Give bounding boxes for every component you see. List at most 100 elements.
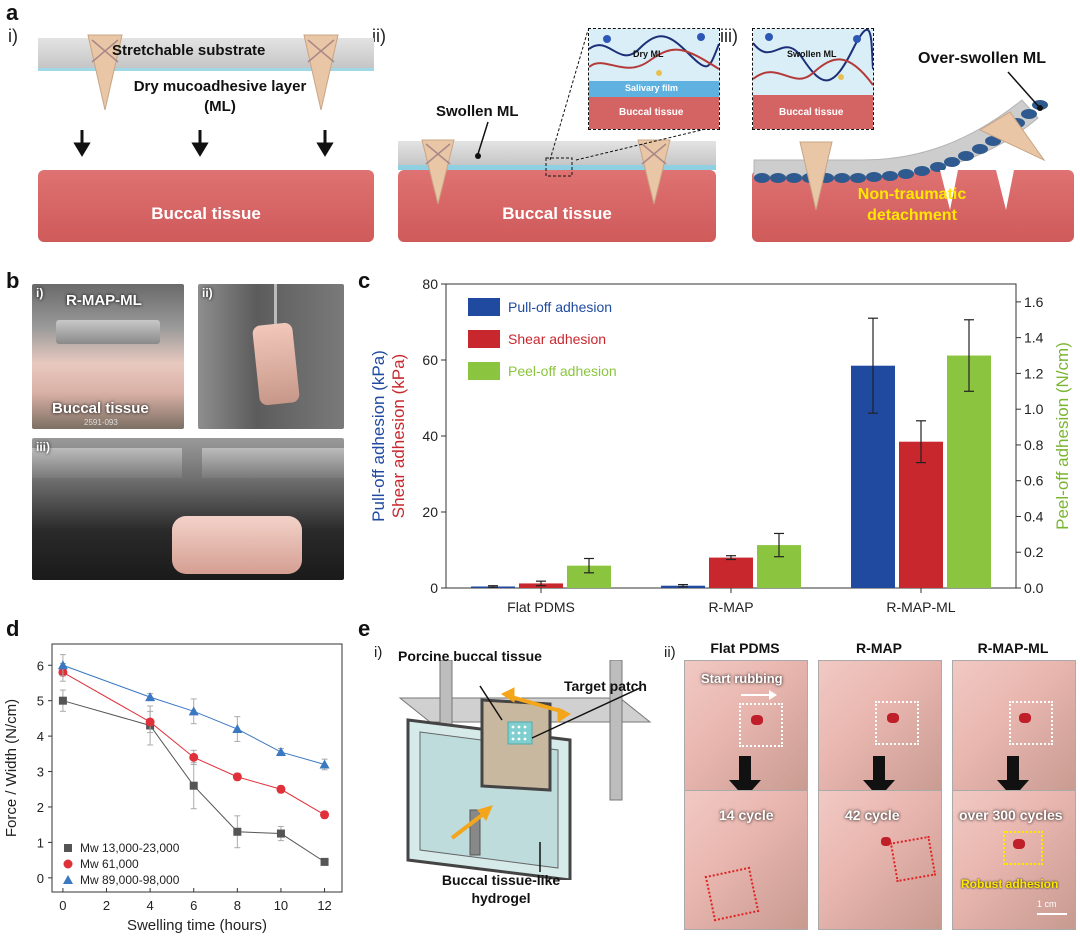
y-left-tick-label: 40 [422, 428, 438, 444]
y-right-tick-label: 0.8 [1024, 437, 1044, 453]
x-tick-label: 4 [147, 898, 154, 913]
bar-1 [709, 557, 753, 588]
overswollen-pointer [1007, 71, 1043, 111]
data-point [63, 875, 73, 884]
legend-label: Peel-off adhesion [508, 363, 617, 379]
x-tick-label: 6 [190, 898, 197, 913]
y-left-label-1: Pull-off adhesion (kPa) [369, 350, 388, 522]
bar-2 [567, 565, 611, 588]
microneedles-ii [421, 139, 671, 205]
microneedle-array-i [87, 34, 339, 110]
legend-label: Mw 89,000-98,000 [80, 873, 180, 887]
detaching-patch [753, 99, 1048, 211]
x-tick-label: 0 [59, 898, 66, 913]
photo-flat-pdms-start: Start rubbing [684, 660, 808, 800]
x-tick-label: R-MAP [708, 599, 753, 615]
inset-dry-ml: Dry ML Salivary film Buccal tissue [588, 28, 720, 130]
hydrogel-label-line2: hydrogel [471, 890, 531, 906]
photo-b-i-tag: i) [36, 286, 44, 300]
bar-1 [899, 441, 943, 588]
x-tick-label: 10 [274, 898, 288, 913]
tissue-label-ii: Buccal tissue [502, 204, 612, 223]
legend-label: Pull-off adhesion [508, 299, 612, 315]
panel-e-ii-label: ii) [664, 644, 676, 661]
data-point [319, 759, 330, 769]
y-right-tick-label: 0.2 [1024, 544, 1044, 560]
photo-r-map-ml-end: over 300 cycles Robust adhesion 1 cm [952, 790, 1076, 930]
y-right-tick-label: 0.4 [1024, 508, 1044, 524]
legend-swatch [468, 362, 500, 380]
photo-b-iii-tag: iii) [36, 440, 50, 454]
y-left-tick-label: 60 [422, 352, 438, 368]
y-tick-label: 2 [37, 800, 44, 815]
data-point [189, 752, 199, 762]
data-point [320, 810, 330, 820]
cycle-r-map-ml: over 300 cycles [959, 807, 1063, 823]
ml-label-line2: (ML) [204, 98, 236, 115]
data-point [57, 660, 68, 670]
data-point [275, 747, 286, 757]
panel-d-label: d [6, 616, 20, 641]
data-point [188, 706, 199, 716]
plot-frame [51, 643, 343, 893]
scale-bar-label: 1 cm [1037, 899, 1057, 909]
porcine-tissue-label: Porcine buccal tissue [398, 648, 542, 664]
data-point [232, 724, 243, 734]
legend-swatch [468, 330, 500, 348]
data-point [276, 829, 285, 838]
legend-swatch [468, 298, 500, 316]
panel-b-label: b [6, 268, 20, 293]
legend-label: Mw 61,000 [80, 857, 139, 871]
photo-r-map-end: 42 cycle [818, 790, 942, 930]
swollen-ml-pointer [475, 121, 573, 177]
step-ii-label: ii) [372, 26, 386, 46]
y-left-tick-label: 20 [422, 504, 438, 520]
inset1-ml-label: Dry ML [633, 49, 664, 59]
substrate-label: Stretchable substrate [112, 42, 266, 59]
overswollen-label: Over-swollen ML [918, 50, 1047, 67]
down-arrows-icon [73, 130, 334, 157]
legend-label: Mw 13,000-23,000 [80, 841, 180, 855]
scale-bar [1037, 913, 1067, 915]
y-tick-label: 1 [37, 835, 44, 850]
y-tick-label: 3 [37, 765, 44, 780]
legend-label: Shear adhesion [508, 331, 606, 347]
series-line-0 [62, 700, 325, 863]
x-tick-label: R-MAP-ML [886, 599, 955, 615]
right-arrow-icon [741, 690, 777, 700]
data-point [233, 827, 242, 836]
step-iii-label: iii) [720, 26, 738, 46]
inset-zoom-lines [549, 29, 711, 161]
y-right-tick-label: 0.0 [1024, 580, 1044, 596]
photo-b-ii-tag: ii) [202, 286, 213, 300]
inset2-ml-label: Swollen ML [787, 49, 837, 59]
inset1-tissue-label: Buccal tissue [619, 107, 684, 118]
panel-a-label: a [6, 0, 19, 25]
col-r-map-ml: R-MAP-ML [977, 640, 1049, 656]
swollen-ml-label: Swollen ML [436, 103, 519, 120]
x-axis-label: Swelling time (hours) [127, 917, 267, 934]
y-tick-label: 6 [37, 658, 44, 673]
y-right-tick-label: 1.6 [1024, 294, 1044, 310]
y-tick-label: 0 [37, 871, 44, 886]
rubbing-apparatus-schematic [398, 660, 652, 880]
data-point [63, 859, 73, 869]
x-tick-label: 2 [103, 898, 110, 913]
y-tick-label: 5 [37, 694, 44, 709]
panel-c-label: c [358, 268, 371, 293]
photo-b-i: i) R-MAP-ML Buccal tissue 2591-093 [32, 284, 184, 429]
tissue-label-i: Buccal tissue [151, 204, 261, 223]
y-right-label: Peel-off adhesion (N/cm) [1053, 342, 1072, 530]
x-tick-label: Flat PDMS [507, 599, 575, 615]
photo-b-iii: iii) [32, 438, 344, 580]
buccal-tissue-i: Buccal tissue [38, 170, 374, 242]
cycle-flat-pdms: 14 cycle [719, 807, 774, 823]
y-left-tick-label: 0 [430, 580, 438, 596]
col-flat-pdms: Flat PDMS [710, 640, 780, 656]
inset-swollen-ml: Swollen ML Buccal tissue [752, 28, 874, 130]
data-point [145, 717, 155, 727]
y-left-label-2: Shear adhesion (kPa) [389, 354, 408, 518]
bar-2 [947, 355, 991, 588]
y-right-tick-label: 1.4 [1024, 330, 1044, 346]
